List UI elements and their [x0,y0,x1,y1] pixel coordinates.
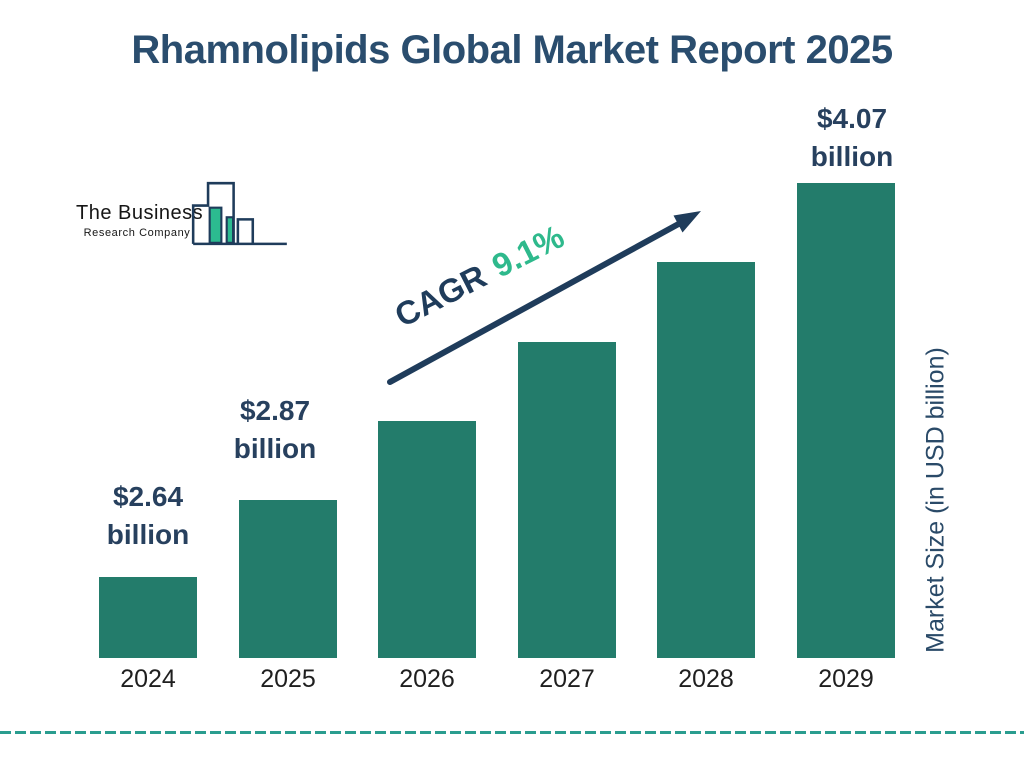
value-label-2025-unit: billion [233,433,317,464]
bar-2029 [797,183,895,658]
value-label-2024-amount: $2.64 [112,481,184,512]
bar-2024 [99,577,197,658]
bottom-dashed-divider [0,731,1024,734]
value-label-2024-unit: billion [106,519,190,550]
value-label-2024: $2.64 billion [68,478,228,554]
brand-name: The Business [76,202,204,224]
cagr-label: CAGR [388,257,493,335]
bar-2028 [657,262,755,658]
page-title: Rhamnolipids Global Market Report 2025 [131,28,893,72]
bar-2027 [518,342,616,658]
bar-2026 [378,421,476,658]
brand-logo: The Business Research Company [76,180,291,250]
year-label-2027: 2027 [539,665,595,693]
year-label-2026: 2026 [399,665,455,693]
y-axis-label: Market Size (in USD billion) [921,347,950,653]
cagr-annotation: CAGR9.1% [389,217,571,335]
year-label-2025: 2025 [260,665,316,693]
value-label-2029-amount: $4.07 [816,103,888,134]
brand-subtitle: Research Company [83,227,191,239]
value-label-2029: $4.07 billion [772,100,932,176]
value-label-2029-unit: billion [810,141,894,172]
brand-text: The Business Research Company [76,202,204,239]
year-label-2024: 2024 [120,665,176,693]
value-label-2025: $2.87 billion [195,392,355,468]
cagr-value: 9.1% [486,217,570,285]
bar-2025 [239,500,337,658]
value-label-2025-amount: $2.87 [239,395,311,426]
year-label-2028: 2028 [678,665,734,693]
logo-chart-icon [191,181,287,246]
year-label-2029: 2029 [818,665,874,693]
